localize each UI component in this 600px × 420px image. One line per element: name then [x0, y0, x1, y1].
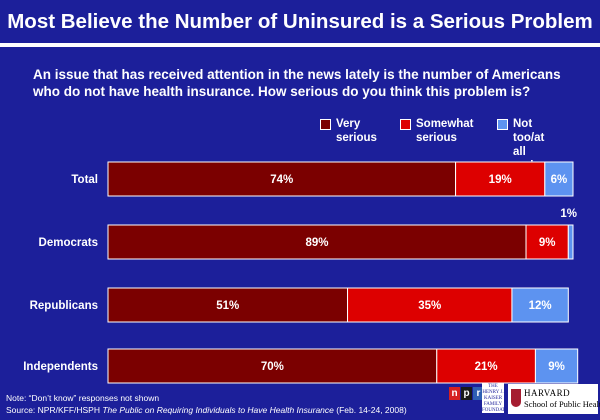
- category-label-democrats: Democrats: [39, 237, 98, 249]
- legend-swatch-not-serious: [497, 119, 508, 130]
- source-title: The Public on Requiring Individuals to H…: [102, 405, 334, 415]
- bar-segment-total-not-serious: [544, 161, 574, 197]
- chart-title: Most Believe the Number of Uninsured is …: [7, 10, 593, 33]
- legend-label-somewhat-serious: Somewhat serious: [416, 118, 474, 144]
- npr-letter-r: r: [473, 387, 484, 400]
- legend-swatch-somewhat-serious: [400, 119, 411, 130]
- bar-segment-republicans-very-serious: [107, 287, 349, 323]
- data-label-independents-not-serious: 9%: [548, 361, 565, 373]
- legend-label-very-serious: Very serious: [336, 118, 377, 144]
- bar-segment-independents-somewhat-serious: [436, 348, 536, 384]
- legend-swatch-very-serious: [320, 119, 331, 130]
- bar-segment-total-somewhat-serious: [455, 161, 546, 197]
- survey-question: An issue that has received attention in …: [33, 67, 561, 99]
- harvard-logo-line1: HARVARD: [524, 388, 571, 398]
- source-suffix: (Feb. 14-24, 2008): [333, 405, 407, 415]
- title-divider: [0, 43, 600, 47]
- bar-segment-total-very-serious: [107, 161, 457, 197]
- data-label-republicans-very-serious: 51%: [216, 300, 239, 312]
- data-label-total-somewhat-serious: 19%: [489, 174, 512, 186]
- harvard-shield-icon: [511, 389, 521, 407]
- data-label-republicans-somewhat-serious: 35%: [418, 300, 441, 312]
- footnote: Note: “Don’t know” responses not shown: [6, 393, 160, 403]
- bar-segment-republicans-not-serious: [511, 287, 569, 323]
- bar-segment-democrats-very-serious: [107, 224, 527, 260]
- data-label-total-not-serious: 6%: [551, 174, 568, 186]
- bar-segment-independents-not-serious: [534, 348, 579, 384]
- category-label-total: Total: [71, 174, 98, 186]
- bar-segment-republicans-somewhat-serious: [347, 287, 513, 323]
- category-label-republicans: Republicans: [30, 300, 98, 312]
- data-label-republicans-not-serious: 12%: [529, 300, 552, 312]
- bar-segment-independents-very-serious: [107, 348, 438, 384]
- data-label-total-very-serious: 74%: [270, 174, 293, 186]
- npr-logo: n p r: [449, 387, 484, 400]
- harvard-sph-logo: HARVARD School of Public Health: [508, 384, 600, 414]
- source-prefix: Source: NPR/KFF/HSPH: [6, 405, 103, 415]
- kaiser-family-foundation-logo: THE HENRY J. KAISER FAMILY FOUNDATION: [482, 383, 515, 413]
- data-label-independents-somewhat-serious: 21%: [475, 361, 498, 373]
- data-label-democrats-not-serious: 1%: [560, 208, 577, 220]
- data-label-democrats-very-serious: 89%: [305, 237, 328, 249]
- npr-letter-n: n: [449, 387, 460, 400]
- category-label-independents: Independents: [23, 361, 98, 373]
- npr-letter-p: p: [461, 387, 472, 400]
- harvard-logo-line2: School of Public Health: [524, 399, 600, 409]
- data-label-independents-very-serious: 70%: [261, 361, 284, 373]
- data-label-democrats-somewhat-serious: 9%: [539, 237, 556, 249]
- bar-segment-democrats-somewhat-serious: [525, 224, 569, 260]
- source-line: Source: NPR/KFF/HSPH The Public on Requi…: [6, 405, 407, 415]
- bar-segment-democrats-not-serious: [567, 224, 574, 260]
